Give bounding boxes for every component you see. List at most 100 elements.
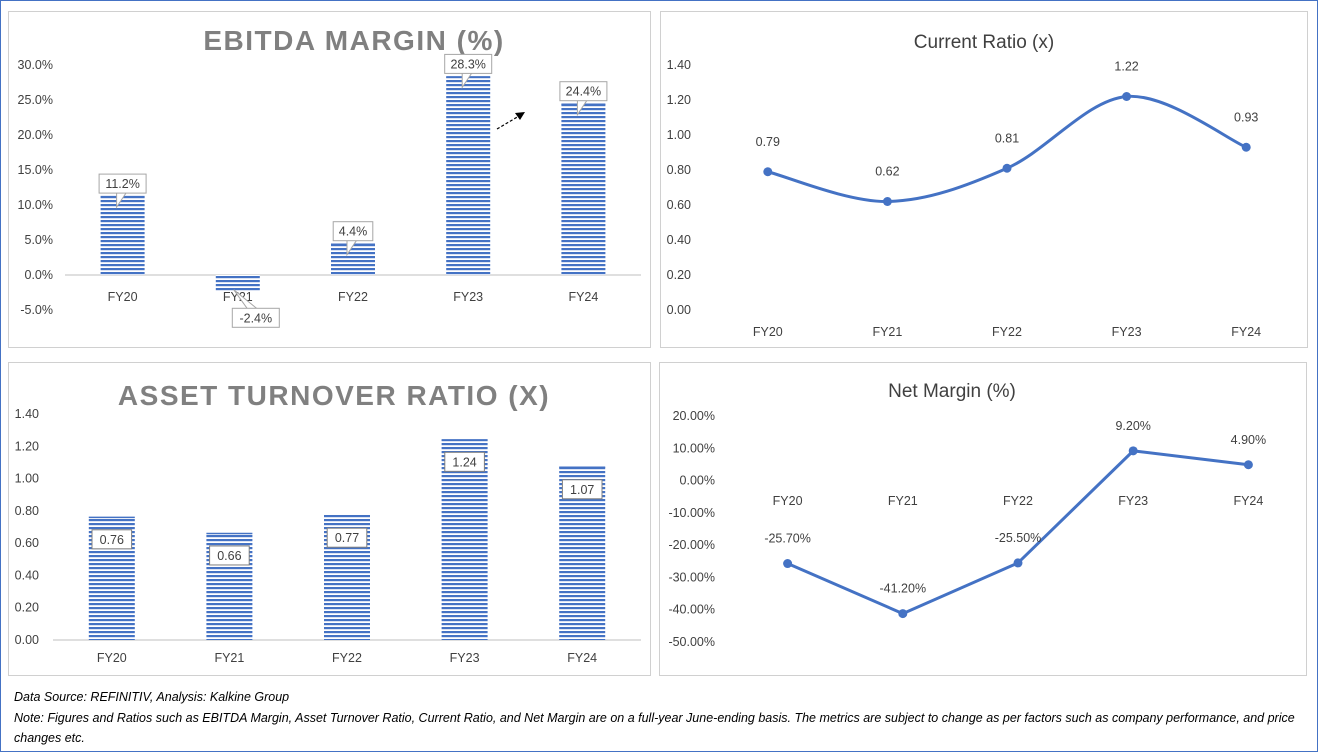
y-tick-label: 0.0% <box>25 268 54 282</box>
footer: Data Source: REFINITIV, Analysis: Kalkin… <box>14 687 1304 749</box>
data-point <box>783 559 793 569</box>
series-line <box>767 94 1247 204</box>
x-tick-label: FY24 <box>1231 325 1261 339</box>
y-tick-label: 0.00% <box>680 474 715 488</box>
data-label: 9.20% <box>1115 419 1150 433</box>
y-tick-label: 0.60 <box>15 536 39 550</box>
data-label: 0.77 <box>335 531 359 545</box>
asset-turnover-svg: ASSET TURNOVER RATIO (X) 1.40 1.20 1.00 0.8… <box>15 380 641 665</box>
y-tick-label: 30.0% <box>18 58 53 72</box>
data-point <box>898 609 908 619</box>
bar <box>215 275 260 292</box>
x-tick-label: FY23 <box>1118 494 1148 508</box>
x-tick-label: FY23 <box>1112 325 1142 339</box>
y-tick-label: 0.60 <box>667 198 691 212</box>
data-label: 0.62 <box>875 165 899 179</box>
data-label: -2.4% <box>239 311 272 325</box>
data-label: -25.70% <box>764 532 811 546</box>
data-label-box <box>231 307 280 328</box>
data-source: Data Source: REFINITIV, Analysis: Kalkin… <box>14 690 290 704</box>
data-point <box>1002 163 1012 173</box>
x-tick-label: FY24 <box>568 290 598 304</box>
x-tick-label: FY22 <box>992 325 1022 339</box>
y-tick-label: 1.20 <box>15 439 39 453</box>
current-ratio-svg: Current Ratio (x) 1.40 1.20 1.00 0.80 0.60 0.… <box>667 32 1262 339</box>
bar <box>446 76 491 276</box>
data-point <box>763 167 773 177</box>
y-tick-label: -40.00% <box>668 603 715 617</box>
y-tick-label: 20.00% <box>673 409 715 423</box>
bar <box>100 196 145 275</box>
data-label-box <box>98 173 147 194</box>
data-label: 1.07 <box>570 483 594 497</box>
chart-title: ASSET TURNOVER RATIO (X) <box>118 380 550 411</box>
data-point <box>882 197 892 206</box>
x-tick-label: FY20 <box>108 290 138 304</box>
y-tick-label: -50.00% <box>668 635 715 649</box>
net-margin-chart: Net Margin (%) 20.00% 10.00% 0.00% -10.00% -… <box>659 362 1307 676</box>
y-tick-label: 10.00% <box>673 441 715 455</box>
data-label-box <box>326 527 368 548</box>
data-label: 1.24 <box>452 455 476 469</box>
data-label-box <box>559 81 608 102</box>
x-tick-label: FY22 <box>332 651 362 665</box>
ebitda-margin-chart: EBITDA MARGIN (%) 30.0% 25.0% 20.0% 15.0% 10… <box>8 11 651 348</box>
x-tick-label: FY20 <box>773 494 803 508</box>
x-tick-label: FY21 <box>888 494 918 508</box>
x-tick-label: FY23 <box>450 651 480 665</box>
y-tick-label: 0.40 <box>15 568 39 582</box>
y-tick-label: 0.20 <box>667 268 691 282</box>
data-label-box <box>332 221 374 242</box>
y-tick-label: 15.0% <box>18 163 53 177</box>
data-label-box <box>444 53 493 74</box>
data-label: 0.66 <box>217 549 241 563</box>
bar <box>331 244 375 275</box>
data-label: 11.2% <box>105 177 140 191</box>
bar <box>561 104 606 275</box>
y-tick-label: 0.80 <box>667 163 691 177</box>
y-tick-label: -10.00% <box>668 506 715 520</box>
data-label: 0.81 <box>995 131 1019 145</box>
data-label: 0.76 <box>100 533 124 547</box>
x-tick-label: FY24 <box>567 651 597 665</box>
data-label: -41.20% <box>880 582 927 596</box>
y-tick-label: 20.0% <box>18 128 53 142</box>
y-tick-label: -30.00% <box>668 570 715 584</box>
data-label-box <box>91 529 133 550</box>
x-tick-label: FY23 <box>453 290 483 304</box>
net-margin-svg: Net Margin (%) 20.00% 10.00% 0.00% -10.00% -… <box>668 381 1266 649</box>
asset-turnover-chart: ASSET TURNOVER RATIO (X) 1.40 1.20 1.00 0.8… <box>8 362 651 676</box>
y-tick-label: -20.00% <box>668 538 715 552</box>
data-label-box <box>209 545 250 566</box>
data-label-box <box>561 479 603 500</box>
ebitda-margin-svg: EBITDA MARGIN (%) 30.0% 25.0% 20.0% 15.0% 10… <box>18 25 641 328</box>
y-tick-label: 5.0% <box>25 233 54 247</box>
footer-note: Note: Figures and Ratios such as EBITDA … <box>14 710 1295 746</box>
data-label: 4.90% <box>1231 433 1266 447</box>
data-point <box>1128 446 1138 456</box>
data-point <box>1013 558 1023 568</box>
data-label: 24.4% <box>566 85 601 99</box>
y-tick-label: 0.00 <box>667 303 691 317</box>
data-label: 4.4% <box>339 225 368 239</box>
x-tick-label: FY22 <box>338 290 368 304</box>
annotation-arrow-line <box>496 115 520 130</box>
y-tick-label: 10.0% <box>18 198 53 212</box>
chart-title: Net Margin (%) <box>888 381 1016 402</box>
y-tick-label: 0.20 <box>15 601 39 615</box>
bar <box>441 439 488 640</box>
current-ratio-chart: Current Ratio (x) 1.40 1.20 1.00 0.80 0.60 0.… <box>660 11 1308 348</box>
y-tick-label: 1.20 <box>667 93 691 107</box>
data-point <box>1243 460 1253 470</box>
annotation-arrowhead <box>515 112 525 120</box>
data-label: 28.3% <box>450 57 485 71</box>
data-label-box <box>444 451 485 472</box>
y-tick-label: 1.00 <box>667 128 691 142</box>
y-tick-label: 25.0% <box>18 93 53 107</box>
y-tick-label: 0.00 <box>15 633 39 647</box>
x-tick-label: FY21 <box>214 651 244 665</box>
data-label: 0.79 <box>756 135 780 149</box>
y-tick-label: 1.00 <box>15 472 39 486</box>
data-label: -25.50% <box>995 531 1042 545</box>
x-tick-label: FY22 <box>1003 494 1033 508</box>
